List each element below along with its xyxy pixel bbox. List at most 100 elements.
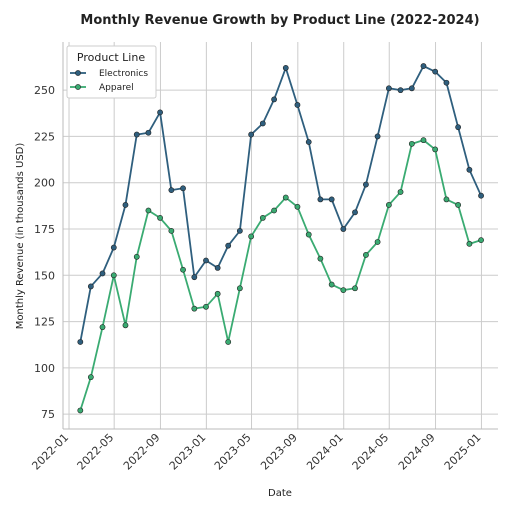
data-point-apparel [478,237,484,244]
data-point-electronics [363,181,369,188]
legend-label-electronics: Electronics [99,69,148,79]
y-tick-label: 125 [34,316,55,329]
x-tick-label: 2024-05 [350,431,392,473]
data-point-electronics [317,196,324,203]
data-point-electronics [110,244,117,251]
data-point-apparel [352,285,358,292]
data-point-apparel [110,272,117,279]
data-point-apparel [248,233,255,240]
data-point-electronics [455,124,462,131]
data-point-apparel [271,207,278,214]
data-point-electronics [282,65,289,71]
data-point-apparel [397,189,404,195]
data-point-electronics [122,202,129,208]
y-tick-label: 100 [34,362,55,375]
data-point-electronics [385,85,392,92]
data-point-apparel [99,324,106,331]
data-point-electronics [259,120,266,127]
data-point-apparel [157,215,163,221]
data-point-electronics [443,79,450,86]
data-point-apparel [374,239,381,245]
x-tick-label: 2023-09 [258,431,300,473]
x-tick-label: 2024-09 [396,431,438,473]
data-point-electronics [305,139,312,145]
data-point-electronics [294,102,301,108]
data-point-electronics [248,131,255,138]
x-tick-label: 2022-09 [121,431,163,473]
y-tick-label: 175 [34,223,55,236]
chart-title: Monthly Revenue Growth by Product Line (… [80,13,479,28]
data-point-apparel [180,266,186,273]
data-point-electronics [420,63,427,69]
data-point-apparel [87,374,94,381]
data-point-electronics [340,226,347,232]
x-tick-label: 2022-01 [29,431,71,473]
y-tick-label: 225 [34,130,55,143]
data-point-electronics [432,68,439,75]
x-tick-label: 2023-01 [167,431,209,473]
data-point-electronics [466,166,473,173]
y-tick-label: 250 [34,84,55,97]
data-point-electronics [191,274,198,281]
legend-dot-apparel [75,84,81,90]
data-point-apparel [408,140,415,147]
legend-dot-electronics [75,70,81,76]
data-point-apparel [77,407,84,414]
data-point-apparel [168,227,175,234]
data-point-apparel [203,303,209,310]
data-point-apparel [294,203,301,210]
data-point-electronics [236,227,243,234]
data-point-apparel [443,196,450,203]
data-point-electronics [145,129,152,136]
data-point-apparel [259,215,266,221]
data-point-apparel [317,255,324,262]
data-point-electronics [271,96,278,103]
data-point-apparel [466,240,473,247]
legend-title: Product Line [77,51,145,64]
y-tick-label: 200 [34,177,55,190]
series-layer [77,63,484,414]
axes-spines [62,42,498,430]
data-point-electronics [328,196,335,203]
data-point-apparel [328,281,335,288]
data-point-electronics [99,270,106,277]
data-point-apparel [133,253,140,260]
data-point-apparel [145,207,152,214]
data-point-apparel [305,231,312,238]
legend-label-apparel: Apparel [99,83,134,93]
y-tick-label: 150 [34,269,55,282]
x-tick-label: 2025-01 [442,431,484,473]
legend-box [66,45,157,99]
data-point-electronics [168,187,175,194]
data-point-apparel [432,146,439,153]
data-point-apparel [455,202,462,208]
data-point-electronics [203,257,209,264]
data-point-apparel [191,305,198,312]
data-point-electronics [374,133,381,140]
grid-layer [63,42,498,429]
data-point-electronics [225,242,232,249]
data-point-electronics [133,131,140,138]
y-axis-label: Monthly Revenue (in thousands USD) [15,143,26,330]
data-point-electronics [77,339,84,345]
data-point-apparel [340,287,347,294]
data-point-apparel [420,137,427,144]
data-point-apparel [385,202,392,208]
data-point-electronics [214,265,221,271]
data-point-apparel [363,252,369,258]
data-point-electronics [180,185,186,192]
x-tick-label: 2023-05 [212,431,254,473]
data-point-electronics [352,209,358,216]
data-point-apparel [282,194,289,201]
y-tick-label: 75 [41,408,55,421]
data-point-apparel [122,322,129,329]
data-point-apparel [225,339,232,345]
x-axis-label: Date [268,488,292,499]
x-tick-label: 2022-05 [75,431,117,473]
data-point-electronics [397,87,404,94]
x-tick-label: 2024-01 [304,431,346,473]
data-point-electronics [478,192,484,199]
legend: Product Line Electronics Apparel [66,45,157,99]
